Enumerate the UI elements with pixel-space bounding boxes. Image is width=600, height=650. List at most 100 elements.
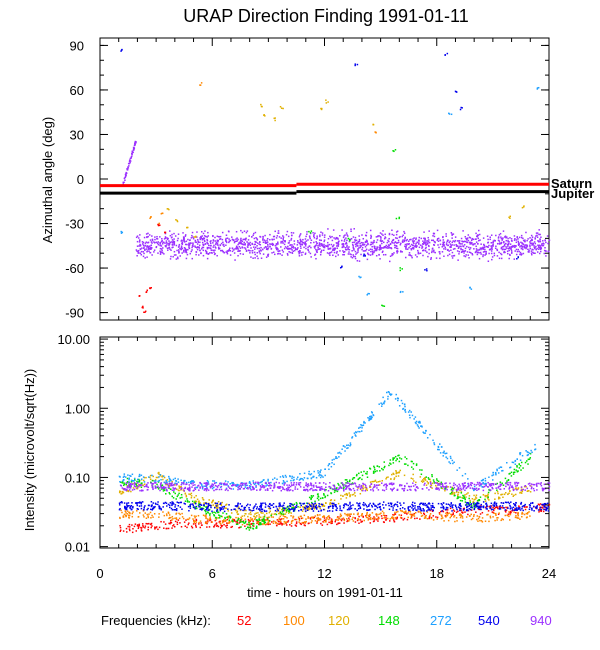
data-point-940	[502, 248, 504, 250]
intensity-point-540	[219, 502, 222, 504]
data-point-940	[436, 239, 439, 241]
data-point-940	[531, 236, 534, 238]
intensity-point-540	[204, 502, 207, 504]
intensity-point-540	[503, 507, 505, 509]
intensity-point-120	[369, 481, 372, 483]
data-point-940	[219, 238, 221, 240]
intensity-point-540	[331, 510, 334, 512]
data-point-940	[403, 232, 406, 235]
data-point-940	[194, 239, 197, 242]
intensity-point-272	[347, 444, 350, 446]
intensity-point-540	[430, 508, 432, 511]
intensity-point-540	[348, 508, 350, 511]
intensity-point-100	[471, 517, 474, 520]
intensity-point-148	[520, 469, 522, 471]
intensity-point-100	[267, 522, 269, 524]
intensity-point-272	[372, 414, 375, 417]
intensity-point-540	[155, 503, 157, 505]
intensity-point-52	[183, 521, 186, 523]
data-point-940	[417, 249, 419, 252]
data-point-940	[335, 236, 338, 239]
data-point-940	[339, 234, 341, 237]
data-point-940	[337, 243, 340, 245]
data-point-940	[342, 245, 344, 248]
intensity-point-120	[349, 495, 351, 498]
data-point-940	[502, 230, 505, 232]
intensity-point-148	[242, 521, 245, 523]
data-point-940	[161, 243, 164, 245]
data-point-940	[194, 245, 196, 247]
data-point-940	[391, 241, 393, 243]
intensity-point-540	[378, 503, 381, 505]
data-point-940	[280, 237, 282, 239]
data-point-940	[396, 250, 398, 253]
intensity-point-52	[294, 518, 296, 521]
intensity-point-120	[202, 499, 205, 501]
intensity-point-52	[457, 510, 459, 513]
intensity-point-120	[239, 509, 242, 512]
intensity-point-148	[207, 511, 209, 513]
intensity-point-272	[317, 472, 320, 474]
intensity-point-540	[247, 503, 249, 506]
intensity-point-100	[249, 523, 251, 525]
intensity-point-148	[479, 496, 482, 498]
data-point-940	[177, 246, 180, 248]
intensity-point-148	[376, 465, 379, 467]
intensity-point-100	[529, 515, 531, 517]
intensity-point-540	[292, 508, 294, 510]
data-point-940	[410, 255, 413, 257]
data-point-940	[446, 249, 449, 252]
intensity-point-52	[170, 519, 172, 522]
intensity-point-52	[192, 523, 195, 525]
data-point-940	[160, 248, 163, 250]
data-point-540	[455, 91, 458, 93]
intensity-point-52	[180, 526, 183, 528]
intensity-point-120	[413, 480, 415, 482]
data-point-940	[151, 235, 153, 237]
data-point-940	[461, 249, 464, 251]
intensity-point-120	[484, 500, 487, 502]
data-point-940	[540, 236, 542, 238]
data-point-940	[387, 247, 389, 249]
intensity-point-272	[140, 478, 143, 480]
data-point-940	[545, 250, 547, 252]
data-point-52	[158, 224, 161, 227]
data-point-940	[145, 233, 148, 235]
intensity-point-120	[310, 508, 312, 510]
intensity-point-52	[287, 520, 290, 522]
intensity-point-120	[256, 515, 258, 517]
intensity-point-100	[514, 516, 517, 519]
data-point-940	[147, 247, 150, 249]
intensity-point-272	[331, 462, 333, 464]
data-point-940	[277, 250, 279, 252]
intensity-point-272	[420, 425, 423, 427]
intensity-point-52	[392, 513, 394, 516]
intensity-point-52	[505, 511, 507, 513]
data-point-940	[182, 238, 185, 240]
data-point-940	[184, 243, 187, 246]
data-point-940	[202, 243, 204, 246]
data-point-940	[221, 238, 224, 241]
intensity-point-148	[330, 492, 333, 495]
intensity-point-120	[152, 475, 154, 478]
data-point-940	[373, 251, 375, 254]
intensity-point-120	[424, 476, 426, 479]
data-point-940	[259, 252, 261, 255]
data-point-940	[355, 253, 357, 255]
intensity-point-272	[496, 468, 498, 471]
intensity-point-100	[523, 513, 526, 516]
intensity-point-100	[282, 518, 285, 520]
intensity-point-272	[422, 431, 425, 433]
data-point-120	[327, 101, 329, 103]
intensity-point-148	[436, 479, 438, 482]
intensity-point-120	[364, 486, 367, 489]
data-point-540	[363, 253, 365, 256]
intensity-point-148	[218, 514, 220, 516]
data-point-940	[522, 252, 525, 255]
data-point-940	[505, 246, 507, 248]
intensity-point-52	[385, 517, 387, 519]
intensity-point-120	[313, 504, 315, 507]
intensity-point-540	[535, 506, 537, 508]
intensity-point-100	[264, 523, 266, 525]
intensity-point-100	[202, 514, 205, 517]
